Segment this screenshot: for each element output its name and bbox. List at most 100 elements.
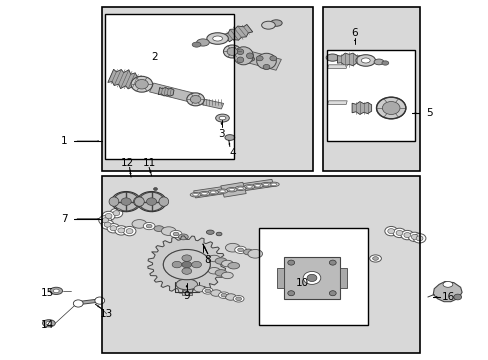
Ellipse shape bbox=[246, 57, 254, 61]
Ellipse shape bbox=[221, 293, 226, 297]
Ellipse shape bbox=[225, 243, 240, 252]
Ellipse shape bbox=[118, 228, 124, 233]
Ellipse shape bbox=[355, 55, 375, 66]
Ellipse shape bbox=[161, 227, 176, 235]
Ellipse shape bbox=[382, 102, 399, 114]
Ellipse shape bbox=[201, 193, 207, 195]
Ellipse shape bbox=[102, 211, 115, 221]
Ellipse shape bbox=[329, 260, 336, 265]
Ellipse shape bbox=[223, 45, 241, 58]
Ellipse shape bbox=[400, 230, 413, 240]
Ellipse shape bbox=[215, 114, 229, 122]
Ellipse shape bbox=[190, 95, 201, 103]
Ellipse shape bbox=[135, 80, 148, 89]
Ellipse shape bbox=[442, 282, 452, 287]
Ellipse shape bbox=[226, 48, 237, 55]
Ellipse shape bbox=[186, 93, 204, 106]
Text: 11: 11 bbox=[142, 158, 156, 168]
Ellipse shape bbox=[224, 135, 234, 140]
Polygon shape bbox=[202, 99, 223, 109]
Ellipse shape bbox=[256, 53, 276, 69]
Ellipse shape bbox=[226, 188, 237, 192]
Bar bbox=[105, 14, 233, 159]
Bar bbox=[283, 257, 340, 299]
Bar bbox=[259, 228, 367, 325]
Ellipse shape bbox=[210, 290, 221, 296]
Polygon shape bbox=[158, 87, 174, 96]
Text: 4: 4 bbox=[228, 148, 235, 158]
Text: 10: 10 bbox=[295, 278, 308, 288]
Ellipse shape bbox=[192, 194, 198, 196]
Ellipse shape bbox=[236, 57, 243, 63]
Bar bbox=[102, 7, 312, 171]
Bar bbox=[322, 7, 419, 171]
Ellipse shape bbox=[113, 192, 139, 211]
Ellipse shape bbox=[190, 193, 201, 197]
Polygon shape bbox=[232, 48, 268, 65]
Bar bbox=[276, 267, 283, 288]
Ellipse shape bbox=[234, 246, 246, 253]
Ellipse shape bbox=[107, 224, 120, 233]
Ellipse shape bbox=[208, 255, 220, 262]
Ellipse shape bbox=[235, 186, 245, 190]
Ellipse shape bbox=[233, 296, 244, 302]
Polygon shape bbox=[242, 50, 281, 70]
Bar bbox=[326, 50, 414, 141]
Ellipse shape bbox=[270, 183, 276, 185]
Ellipse shape bbox=[182, 255, 191, 261]
Ellipse shape bbox=[143, 222, 155, 230]
Ellipse shape bbox=[392, 228, 405, 238]
Ellipse shape bbox=[260, 183, 271, 187]
Ellipse shape bbox=[194, 285, 204, 292]
Ellipse shape bbox=[233, 47, 253, 65]
Text: 5: 5 bbox=[426, 108, 432, 118]
Ellipse shape bbox=[381, 61, 388, 65]
Text: 1: 1 bbox=[61, 136, 68, 146]
Bar bbox=[340, 267, 346, 288]
Ellipse shape bbox=[110, 226, 117, 231]
Ellipse shape bbox=[113, 211, 120, 216]
Polygon shape bbox=[223, 24, 252, 42]
Ellipse shape bbox=[219, 116, 225, 120]
Ellipse shape bbox=[206, 33, 228, 44]
Ellipse shape bbox=[369, 255, 381, 262]
Polygon shape bbox=[182, 282, 191, 295]
Ellipse shape bbox=[256, 56, 263, 61]
Ellipse shape bbox=[105, 213, 112, 219]
Text: 3: 3 bbox=[218, 129, 224, 139]
Ellipse shape bbox=[235, 297, 241, 301]
Ellipse shape bbox=[163, 250, 210, 279]
Ellipse shape bbox=[384, 226, 397, 236]
Ellipse shape bbox=[244, 185, 254, 189]
Ellipse shape bbox=[217, 189, 227, 193]
Ellipse shape bbox=[246, 186, 252, 188]
Polygon shape bbox=[77, 299, 102, 305]
Bar bbox=[102, 176, 419, 353]
Ellipse shape bbox=[139, 192, 164, 211]
Ellipse shape bbox=[133, 197, 143, 206]
Ellipse shape bbox=[104, 222, 111, 227]
Ellipse shape bbox=[192, 42, 201, 47]
Polygon shape bbox=[337, 53, 360, 66]
Bar bbox=[102, 176, 419, 353]
Text: 12: 12 bbox=[120, 158, 134, 168]
Ellipse shape bbox=[227, 262, 239, 269]
Ellipse shape bbox=[215, 258, 226, 264]
Ellipse shape bbox=[410, 234, 417, 239]
Text: 14: 14 bbox=[41, 320, 55, 330]
Ellipse shape bbox=[173, 232, 179, 236]
Text: 15: 15 bbox=[41, 288, 55, 298]
Polygon shape bbox=[327, 101, 346, 104]
Ellipse shape bbox=[221, 260, 233, 267]
Ellipse shape bbox=[210, 191, 216, 193]
Ellipse shape bbox=[287, 291, 294, 296]
Bar bbox=[326, 50, 414, 141]
Ellipse shape bbox=[240, 55, 250, 60]
Ellipse shape bbox=[287, 260, 294, 265]
Ellipse shape bbox=[199, 192, 209, 196]
Ellipse shape bbox=[176, 279, 197, 290]
Bar bbox=[259, 228, 367, 325]
Ellipse shape bbox=[216, 232, 222, 236]
Ellipse shape bbox=[252, 184, 263, 188]
Ellipse shape bbox=[53, 289, 59, 293]
